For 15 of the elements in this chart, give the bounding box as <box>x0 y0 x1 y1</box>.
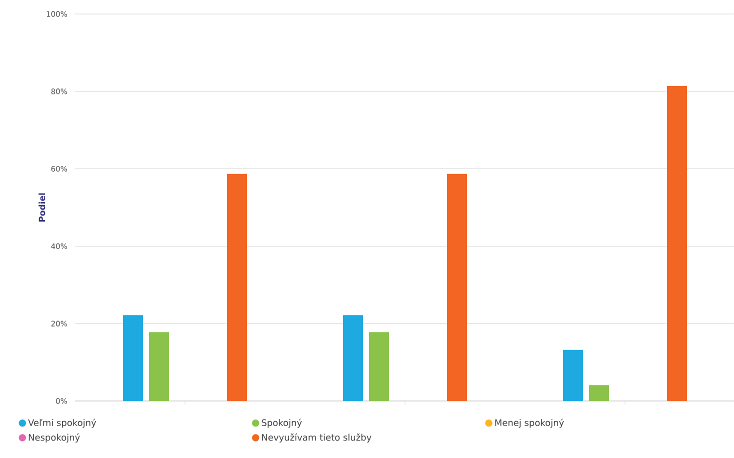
bar <box>123 315 144 401</box>
bar <box>588 385 609 401</box>
bar <box>149 332 170 401</box>
bar <box>562 350 583 401</box>
bar <box>447 174 467 401</box>
legend-label: Veľmi spokojný <box>28 418 96 428</box>
bar <box>666 86 687 401</box>
legend-label: Menej spokojný <box>495 418 564 428</box>
legend-label: Nespokojný <box>28 433 80 442</box>
bar <box>227 174 248 401</box>
y-axis-title: Podiel <box>38 193 46 222</box>
legend-label: Spokojný <box>262 418 302 428</box>
bar <box>369 332 389 401</box>
bar <box>343 315 364 401</box>
legend-label: Nevyužívam tieto služby <box>262 433 372 442</box>
